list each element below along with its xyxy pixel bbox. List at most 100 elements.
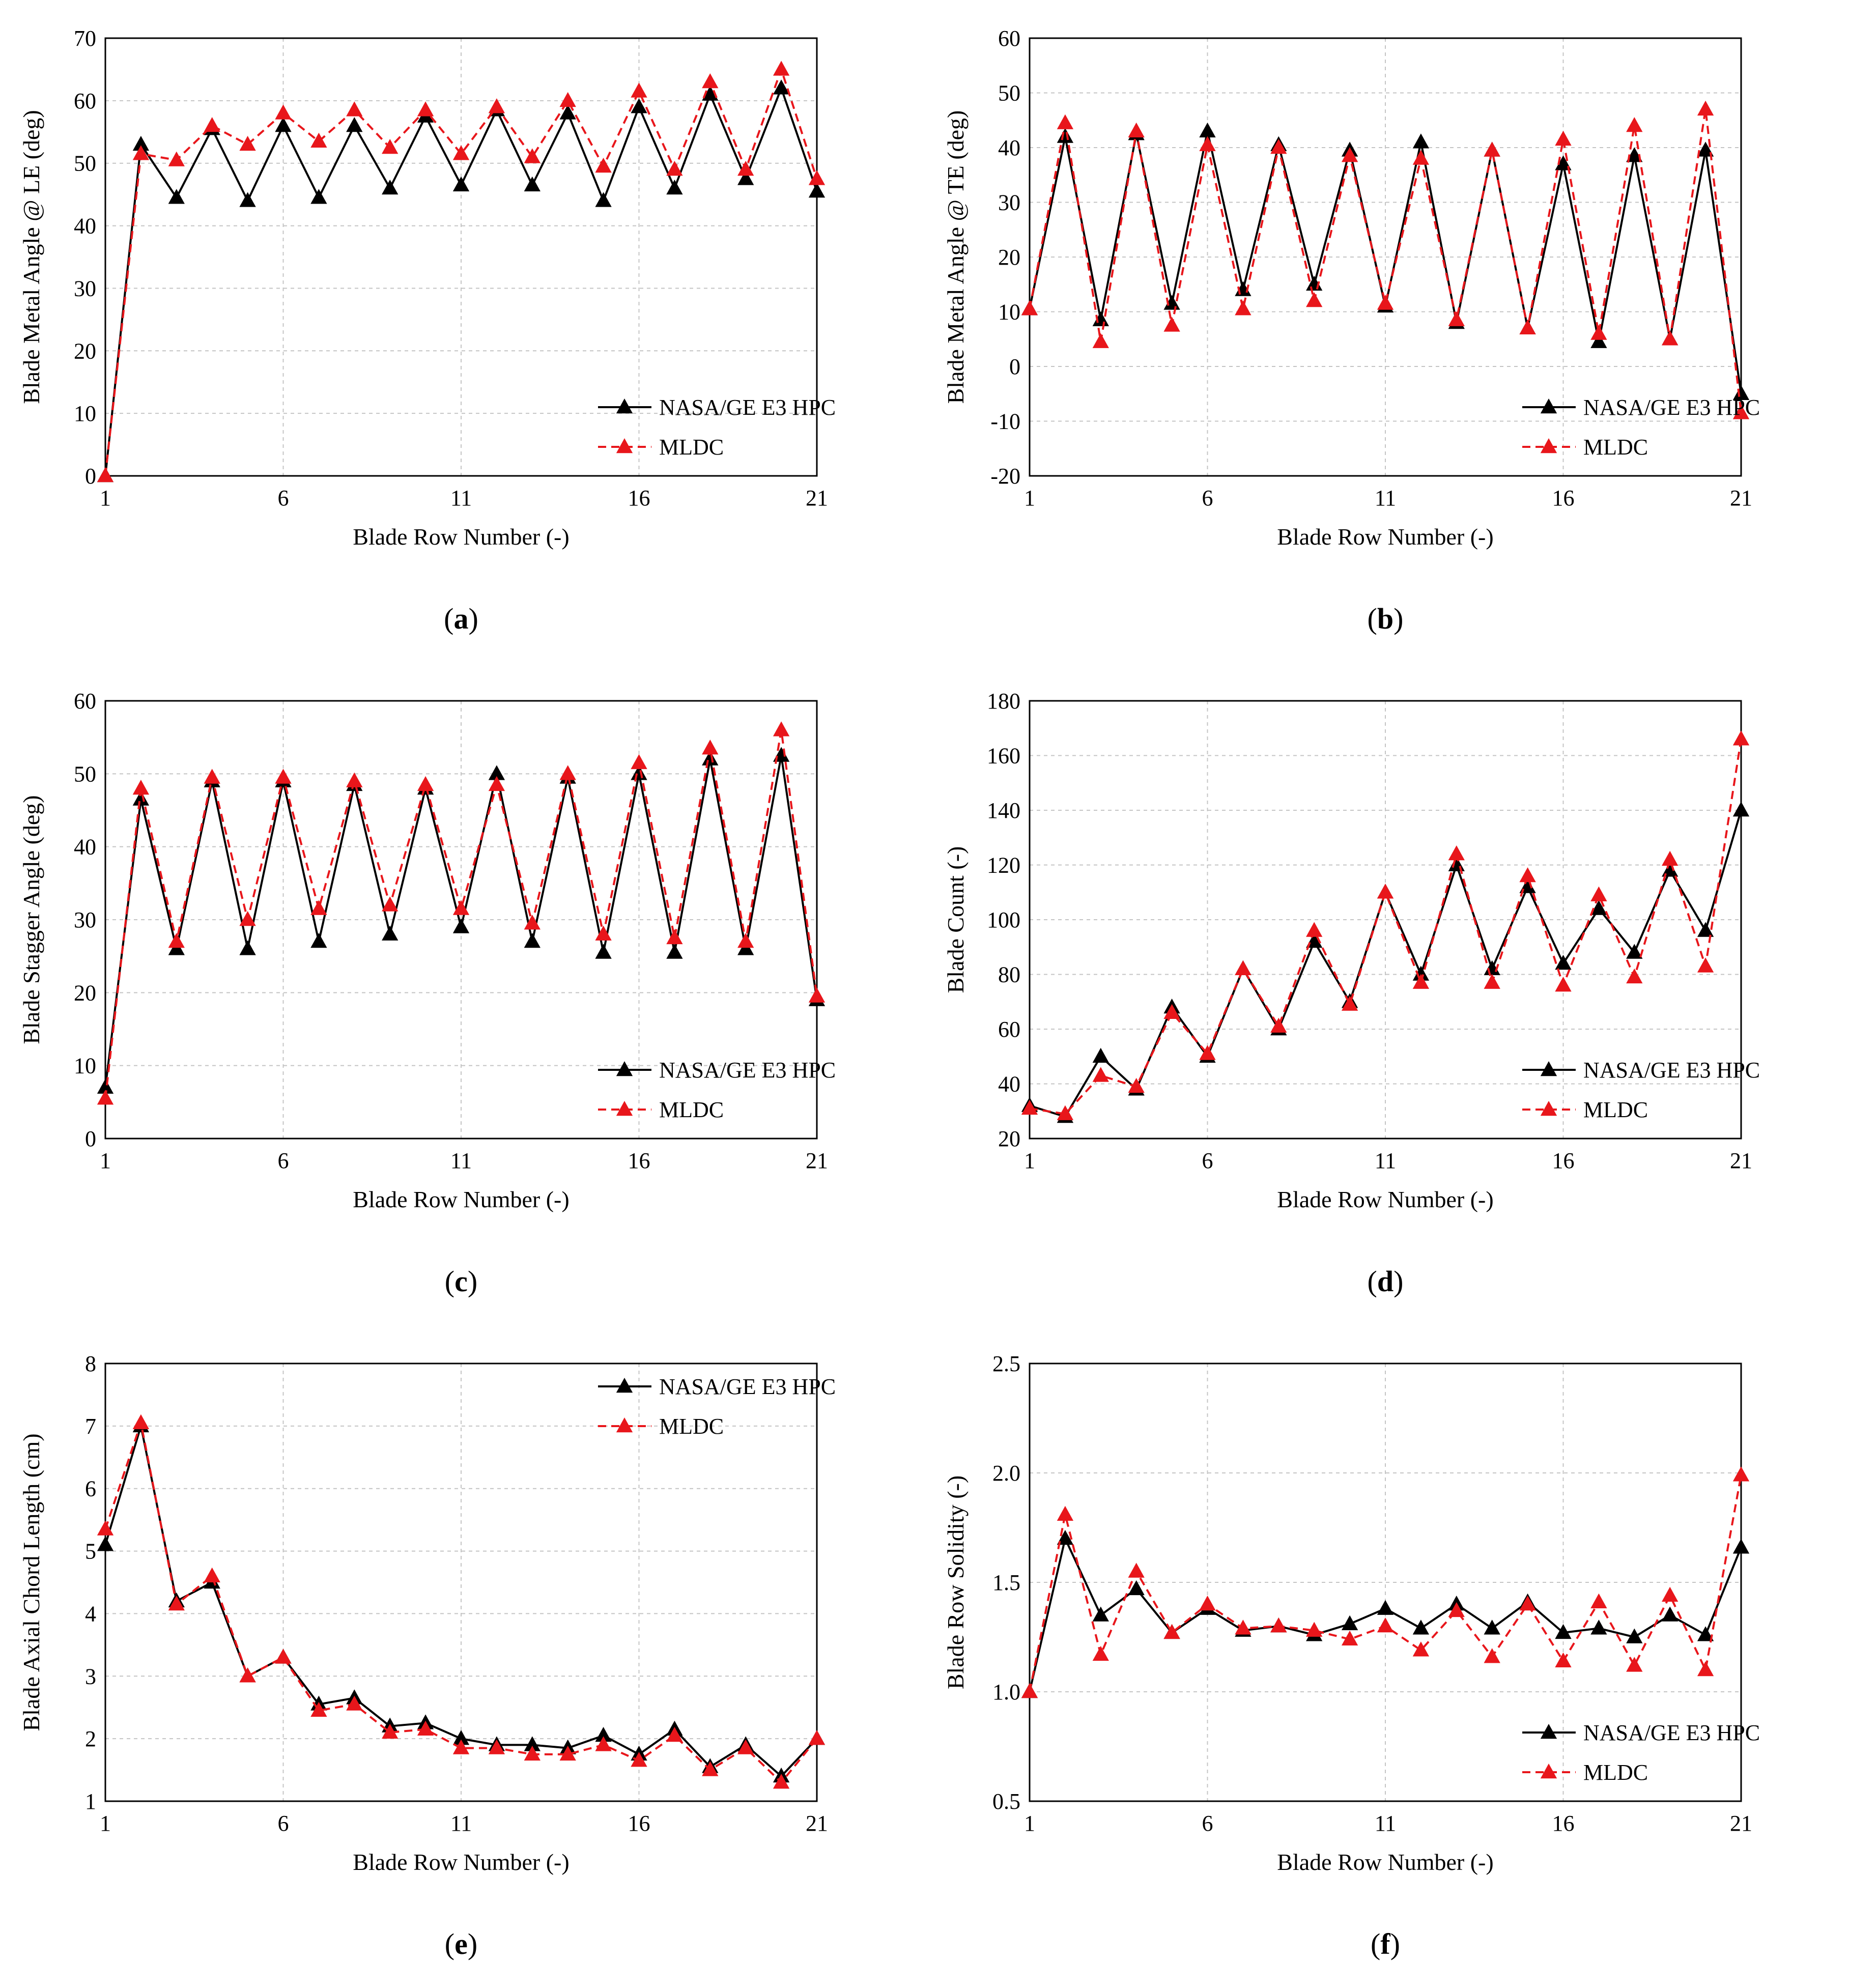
x-tick-label: 6	[278, 486, 289, 510]
data-point-mldc	[1163, 317, 1180, 332]
series-line-mldc	[1029, 739, 1742, 1115]
x-tick-label: 11	[1375, 486, 1396, 510]
data-point-mldc	[1270, 1617, 1287, 1633]
y-tick-label: 0.5	[992, 1789, 1020, 1814]
data-point-nasa	[452, 1730, 470, 1745]
data-point-nasa	[382, 925, 399, 941]
y-tick-label: 8	[85, 1351, 96, 1376]
data-point-mldc	[1270, 1017, 1287, 1033]
data-point-nasa	[1626, 944, 1643, 959]
y-tick-label: 40	[74, 214, 96, 239]
y-tick-label: 0	[1009, 354, 1020, 379]
x-tick-label: 21	[806, 486, 828, 510]
x-tick-label: 6	[278, 1148, 289, 1173]
x-axis-title: Blade Row Number (-)	[1277, 1849, 1493, 1875]
data-point-mldc	[168, 933, 185, 948]
data-point-mldc	[1163, 1004, 1180, 1019]
data-point-mldc	[168, 1596, 185, 1611]
legend-label-mldc: MLDC	[1583, 1760, 1648, 1785]
data-point-mldc	[559, 765, 576, 780]
data-point-nasa	[168, 189, 185, 204]
data-point-nasa	[1555, 955, 1572, 970]
data-point-mldc	[1235, 960, 1251, 975]
data-point-nasa	[239, 940, 256, 955]
data-point-mldc	[1128, 1077, 1145, 1093]
x-tick-label: 1	[1024, 1148, 1035, 1173]
panel-caption: (d)	[1368, 1265, 1404, 1298]
data-point-mldc	[808, 170, 826, 185]
data-point-mldc	[168, 151, 185, 166]
data-point-mldc	[1697, 100, 1714, 116]
data-point-nasa	[1626, 147, 1643, 162]
x-tick-label: 16	[628, 1148, 650, 1173]
data-point-mldc	[452, 1739, 470, 1754]
data-point-nasa	[488, 765, 505, 780]
x-tick-label: 21	[806, 1811, 828, 1836]
y-tick-label: 60	[74, 689, 96, 714]
data-point-mldc	[1448, 1602, 1465, 1617]
data-point-mldc	[1519, 867, 1536, 883]
data-point-mldc	[1057, 1105, 1074, 1120]
x-tick-label: 16	[1552, 1811, 1575, 1836]
data-point-mldc	[97, 467, 114, 482]
data-point-nasa	[1484, 1620, 1500, 1635]
x-tick-label: 11	[450, 1148, 472, 1173]
legend-label-mldc: MLDC	[1583, 435, 1648, 460]
data-point-nasa	[773, 79, 790, 95]
legend-label-nasa: NASA/GE E3 HPC	[659, 1374, 836, 1399]
data-point-mldc	[666, 1727, 683, 1742]
x-tick-label: 6	[1202, 1811, 1213, 1836]
data-point-nasa	[595, 944, 612, 959]
data-point-nasa	[1412, 965, 1430, 981]
y-axis-title: Blade Row Solidity (-)	[943, 1475, 969, 1689]
data-point-nasa	[631, 98, 647, 113]
y-tick-label: 60	[74, 89, 96, 113]
data-point-mldc	[1057, 1506, 1074, 1521]
series-line-mldc	[104, 1418, 818, 1784]
chart-panel-a: 0 10 20 30 40 50 60 70 1 6 11 16 21 Blade Row Number …	[0, 0, 924, 663]
y-tick-label: 180	[987, 689, 1020, 714]
x-axis-title: Blade Row Number (-)	[353, 1186, 569, 1212]
y-tick-label: 40	[998, 1072, 1020, 1097]
data-point-mldc	[97, 1090, 114, 1105]
data-point-mldc	[1448, 845, 1465, 861]
y-tick-label: 1.5	[992, 1570, 1020, 1595]
data-point-mldc	[1412, 974, 1430, 989]
data-point-mldc	[1697, 1661, 1714, 1677]
data-point-mldc	[1662, 330, 1679, 346]
y-tick-label: -20	[990, 464, 1020, 489]
data-point-nasa	[595, 1727, 612, 1742]
y-tick-label: 10	[74, 401, 96, 426]
data-point-mldc	[346, 1695, 363, 1711]
data-point-mldc	[1662, 1586, 1679, 1602]
y-tick-label: 100	[987, 907, 1020, 932]
data-point-mldc	[1306, 922, 1323, 937]
data-point-mldc	[382, 1723, 399, 1739]
data-point-nasa	[1412, 133, 1430, 149]
legend-marker-mldc	[616, 1101, 633, 1116]
data-point-mldc	[773, 1774, 790, 1789]
y-tick-label: 30	[74, 907, 96, 932]
data-point-nasa	[1590, 333, 1607, 348]
y-tick-label: 60	[998, 26, 1020, 51]
data-point-mldc	[275, 769, 292, 784]
data-point-nasa	[239, 192, 256, 207]
panel-caption: (a)	[444, 602, 478, 635]
x-tick-label: 21	[1730, 1811, 1752, 1836]
data-point-mldc	[132, 780, 150, 795]
data-point-nasa	[1697, 1626, 1714, 1641]
data-point-mldc	[631, 1752, 647, 1767]
data-point-mldc	[1484, 974, 1500, 989]
data-point-mldc	[1199, 1045, 1216, 1060]
plot-frame	[104, 37, 818, 477]
data-point-nasa	[1662, 862, 1679, 877]
legend-label-mldc: MLDC	[1583, 1097, 1648, 1122]
legend-marker-nasa	[616, 1378, 633, 1393]
data-point-nasa	[1590, 1620, 1607, 1635]
data-point-nasa	[1341, 1615, 1358, 1630]
